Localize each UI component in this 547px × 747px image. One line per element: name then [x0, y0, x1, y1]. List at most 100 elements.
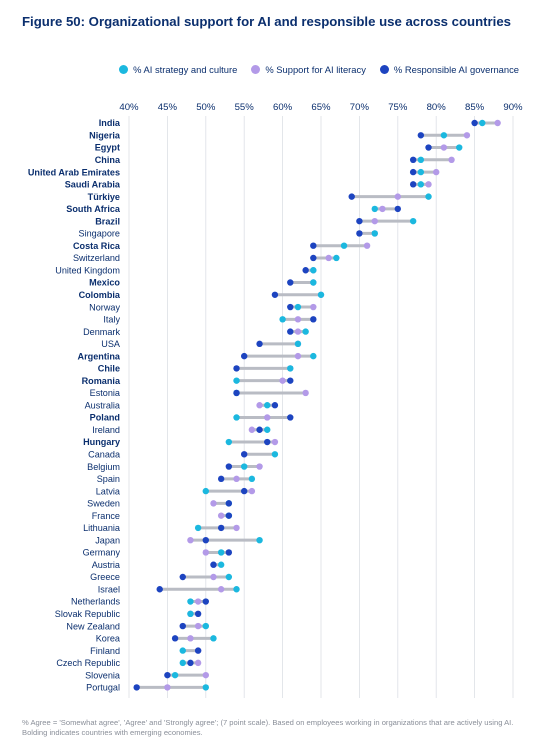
point-literacy [164, 684, 171, 691]
point-governance [241, 487, 248, 495]
point-governance [194, 647, 202, 654]
point-governance [271, 291, 279, 298]
country-label: Italy [103, 315, 120, 325]
country-label: Nigeria [89, 130, 121, 140]
dumbbell-chart: 40% 45% 50% 55% 60% 65% 70% 75% 80% 85% 90% India Ni… [28, 102, 523, 698]
point-strategy [294, 303, 302, 311]
country-label: Costa Rica [73, 241, 121, 251]
country-label: Germany [83, 548, 121, 558]
point-governance [202, 536, 209, 544]
point-governance [302, 267, 309, 274]
point-literacy [394, 193, 401, 200]
country-label: Norway [89, 302, 120, 312]
point-literacy [256, 463, 263, 470]
country-label: Czech Republic [56, 658, 120, 668]
country-label: Canada [88, 449, 121, 459]
point-governance [256, 426, 263, 433]
country-label: Egypt [95, 143, 120, 153]
x-tick-label: 50% [196, 102, 216, 113]
legend-item-strategy: % AI strategy and culture [119, 64, 237, 75]
point-governance [187, 659, 194, 667]
country-label: New Zealand [66, 621, 120, 631]
country-label: United Kingdom [55, 265, 120, 275]
point-governance [233, 365, 240, 372]
point-literacy [233, 475, 240, 483]
point-literacy [294, 352, 302, 360]
country-label: India [99, 118, 121, 128]
point-strategy [310, 267, 317, 274]
point-strategy [333, 254, 340, 262]
point-strategy [440, 132, 448, 139]
country-label: Colombia [79, 290, 121, 300]
point-literacy [248, 426, 256, 433]
point-governance [417, 132, 425, 139]
point-governance [310, 254, 317, 262]
country-label: Saudi Arabia [65, 180, 121, 190]
chart-title: Figure 50: Organizational support for AI… [22, 14, 512, 29]
point-governance [287, 303, 294, 311]
point-governance [348, 193, 355, 200]
point-governance [287, 328, 294, 335]
country-label: Denmark [83, 327, 120, 337]
point-literacy [210, 500, 217, 507]
point-governance [233, 389, 240, 397]
country-label: Ireland [92, 425, 120, 435]
point-literacy [210, 573, 217, 581]
point-governance [171, 635, 179, 642]
x-tick-label: 60% [273, 102, 293, 113]
country-label: France [92, 511, 120, 521]
country-label: Japan [95, 535, 120, 545]
point-strategy [171, 671, 179, 679]
point-governance [394, 205, 401, 213]
point-strategy [294, 340, 302, 348]
point-strategy [417, 156, 425, 164]
country-label: Mexico [89, 278, 120, 288]
point-governance [241, 451, 248, 458]
point-governance [409, 168, 417, 176]
x-tick-label: 85% [465, 102, 485, 113]
legend-item-literacy: % Support for AI literacy [251, 64, 366, 75]
x-tick-label: 55% [235, 102, 255, 113]
country-label: United Arab Emirates [28, 167, 120, 177]
country-label: Slovak Republic [55, 609, 121, 619]
x-tick-label: 45% [158, 102, 178, 113]
point-governance [409, 156, 417, 164]
point-strategy [409, 217, 417, 225]
point-strategy [417, 168, 425, 176]
point-governance [471, 119, 478, 127]
point-governance [271, 402, 279, 409]
point-strategy [194, 524, 202, 532]
point-literacy [325, 254, 332, 262]
point-strategy [202, 487, 209, 495]
point-governance [225, 500, 233, 507]
country-label: Australia [85, 400, 121, 410]
point-governance [264, 438, 271, 446]
point-strategy [287, 365, 294, 372]
point-governance [310, 242, 317, 249]
country-label: Chile [98, 364, 120, 374]
point-governance [194, 610, 202, 617]
point-strategy [371, 205, 378, 213]
point-literacy [256, 402, 263, 409]
country-label: Spain [97, 474, 120, 484]
country-label: Israel [98, 584, 120, 594]
point-strategy [264, 402, 271, 409]
point-strategy [479, 119, 486, 127]
point-strategy [225, 573, 233, 581]
point-governance [356, 230, 363, 237]
point-strategy [302, 328, 309, 335]
point-strategy [179, 659, 186, 667]
point-governance [210, 561, 217, 568]
point-governance [164, 671, 171, 679]
country-label: Portugal [86, 683, 120, 693]
point-governance [310, 316, 317, 323]
point-strategy [179, 647, 186, 654]
point-literacy [440, 144, 448, 151]
point-literacy [494, 119, 501, 127]
point-governance [225, 512, 233, 519]
x-tick-label: 70% [350, 102, 370, 113]
point-strategy [340, 242, 348, 249]
point-literacy [264, 414, 271, 421]
point-literacy [294, 328, 302, 335]
point-governance [241, 352, 248, 360]
